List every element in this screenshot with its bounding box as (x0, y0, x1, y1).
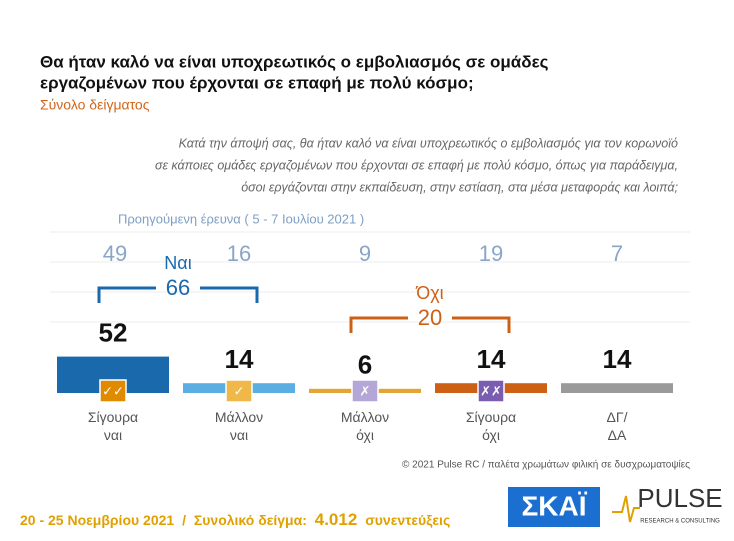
group-bracket (349, 316, 511, 333)
footer-date: 20 - 25 Νοεμβρίου 2021 (20, 512, 174, 528)
value-label: 14 (603, 344, 632, 374)
category-label-line: ΔΓ/ (607, 409, 628, 425)
category-label-line: ΔΑ (608, 427, 627, 443)
category-label-line: ναι (230, 427, 248, 443)
source: © 2021 Pulse RC / παλέτα χρωμάτων φιλική… (402, 459, 690, 471)
icon-box (225, 379, 253, 403)
previous-label: Προηγούμενη έρευνα ( 5 - 7 Ιουλίου 2021 … (118, 211, 364, 226)
category-label-line: Σίγουρα (88, 409, 138, 425)
category-label: Μάλλον όχι (341, 409, 389, 443)
question-line: σε κάποιες ομάδες εργαζομένων που έρχοντ… (155, 158, 678, 172)
group-value: 20 (418, 305, 442, 330)
icon: ✗ (360, 383, 371, 398)
group-value: 66 (166, 275, 190, 300)
group-bracket (97, 286, 259, 303)
icon: ✓ (234, 383, 245, 398)
bar (561, 383, 673, 393)
footer-sample-unit: συνεντεύξεις (365, 512, 450, 528)
grid (50, 231, 690, 323)
value-label: 52 (99, 317, 128, 347)
question-line: Κατά την άποψή σας, θα ήταν καλό να είνα… (179, 136, 678, 150)
group-label: Ναι (164, 253, 191, 273)
pulse-logo-wave (612, 495, 640, 523)
question-line: όσοι εργάζονται στην εκπαίδευση, στην εσ… (241, 180, 678, 194)
category-label-line: ναι (104, 427, 122, 443)
footer-sample-label: Συνολικό δείγμα: (194, 512, 307, 528)
icon-box (351, 379, 379, 403)
category-label-line: όχι (356, 427, 374, 443)
icon-box (99, 379, 127, 403)
skai-logo-box (508, 487, 600, 527)
footer: 20 - 25 Νοεμβρίου 2021 / Συνολικό δείγμα… (20, 510, 450, 529)
category-label: Μάλλον ναι (215, 409, 263, 443)
pulse-tagline: RESEARCH & CONSULTING (640, 519, 720, 525)
footer-separator: / (182, 512, 186, 528)
value-label: 14 (477, 344, 506, 374)
icon: ✓✓ (102, 383, 124, 398)
category-label: Σίγουρα όχι (466, 409, 516, 443)
icon: ✗✗ (480, 383, 502, 398)
footer-sample-size: 4.012 (315, 510, 358, 529)
category-label-line: όχι (482, 427, 500, 443)
skai-logo: ΣΚΑΪ (521, 490, 587, 521)
category-label-line: Σίγουρα (466, 409, 516, 425)
pulse-logo: PULSE (637, 483, 722, 513)
category-label: ΔΓ/ΔΑ (607, 409, 628, 443)
title-line: Θα ήταν καλό να είναι υποχρεωτικός ο εμβ… (40, 52, 549, 71)
previous-value: 7 (611, 241, 623, 266)
category-label: Σίγουρα ναι (88, 409, 138, 443)
previous-value: 9 (359, 241, 371, 266)
previous-value: 49 (103, 241, 127, 266)
title-line: εργαζομένων που έρχονται σε επαφή με πολ… (40, 73, 474, 92)
group-label: Όχι (415, 283, 443, 303)
value-label: 14 (225, 344, 254, 374)
subtitle: Σύνολο δείγματος (40, 97, 150, 113)
category-label-line: Μάλλον (341, 409, 389, 425)
icon-box (477, 379, 505, 403)
category-label-line: Μάλλον (215, 409, 263, 425)
previous-value: 19 (479, 241, 503, 266)
value-label: 6 (358, 350, 372, 380)
previous-value: 16 (227, 241, 251, 266)
